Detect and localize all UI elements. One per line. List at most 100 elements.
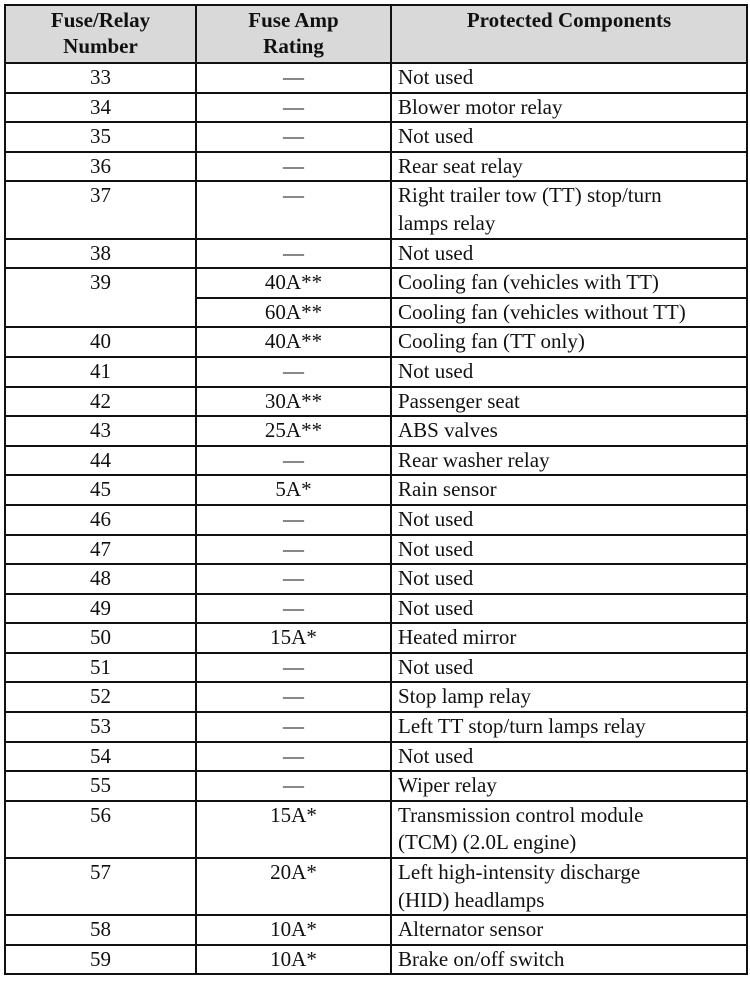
- amp-rating-cell: —: [195, 770, 392, 802]
- amp-rating-cell: —: [195, 150, 392, 183]
- component-text-line: (HID) headlamps: [398, 887, 545, 912]
- fuse-number-cell: 36: [4, 150, 197, 183]
- component-text-line: Transmission control module: [398, 802, 644, 827]
- protected-components-cell: Rear washer relay: [390, 444, 748, 477]
- amp-rating-cell: —: [195, 592, 392, 625]
- table-row: 59 10A* Brake on/off switch: [4, 943, 748, 976]
- table-row: 51— Not used: [4, 651, 748, 684]
- protected-components-cell: ABS valves: [390, 415, 748, 447]
- fuse-relay-table: Fuse/Relay Number Fuse Amp Rating Protec…: [4, 4, 748, 976]
- component-text-line: Left high-intensity discharge: [398, 860, 641, 885]
- amp-rating-cell: —: [195, 355, 392, 388]
- fuse-number-cell: 54: [4, 740, 197, 773]
- table-row: 37— Right trailer tow (TT) stop/turn lamps…: [4, 180, 748, 240]
- table-row: 54— Not used: [4, 740, 748, 773]
- component-text-line: Not used: [398, 124, 474, 149]
- protected-components-cell: Transmission control module (TCM) (2.0L e…: [390, 799, 748, 860]
- table-row: 52— Stop lamp relay: [4, 681, 748, 714]
- fuse-number-cell: 58: [4, 914, 197, 946]
- component-text-line: Not used: [398, 65, 474, 89]
- component-text-line: Stop lamp relay: [398, 684, 531, 709]
- amp-rating-cell: 10A*: [195, 943, 392, 976]
- component-text-line: Not used: [398, 536, 474, 561]
- protected-components-cell: Not used: [390, 651, 748, 684]
- amp-rating-cell: —: [195, 563, 392, 595]
- protected-components-cell: Not used: [390, 503, 748, 536]
- table-row: 55— Wiper relay: [4, 770, 748, 802]
- component-text-line: Rain sensor: [398, 477, 497, 502]
- protected-components-cell: Cooling fan (vehicles without TT): [390, 296, 748, 329]
- table-row: 60A** Cooling fan (vehicles without TT): [5, 296, 748, 329]
- amp-rating-cell: 10A*: [195, 914, 392, 946]
- amp-rating-cell: —: [195, 533, 392, 566]
- amp-rating-cell: —: [195, 62, 392, 94]
- table-row: 41— Not used: [4, 355, 748, 388]
- component-text-line: Not used: [398, 595, 474, 620]
- amp-rating-cell: —: [195, 121, 392, 153]
- component-text-line: Not used: [398, 358, 474, 383]
- fuse-number-cell: 46: [4, 503, 197, 536]
- table-row: 56 15A* Transmission control module (TCM) (…: [4, 799, 748, 860]
- amp-rating-cell: —: [195, 180, 392, 240]
- amp-rating-cell: —: [195, 91, 392, 124]
- amp-rating-cell: 40A**: [195, 267, 392, 299]
- fuse-number-cell: 51: [4, 651, 197, 684]
- amp-rating-cell: 40A**: [195, 326, 392, 358]
- protected-components-cell: Not used: [390, 740, 748, 773]
- protected-components-cell: Not used: [390, 563, 748, 595]
- table-row: 45 5A* Rain sensor: [4, 474, 748, 506]
- component-text-line: Blower motor relay: [398, 94, 563, 119]
- fuse-number-cell: 56: [4, 799, 197, 860]
- component-text-line: Rear seat relay: [398, 153, 523, 178]
- component-text-line: Right trailer tow (TT) stop/turn: [398, 183, 662, 208]
- protected-components-cell: Not used: [390, 62, 748, 94]
- header-components: Protected Components: [390, 4, 748, 64]
- fuse-number-cell: 41: [4, 355, 197, 388]
- amp-rating-cell: 20A*: [195, 857, 392, 917]
- protected-components-cell: Blower motor relay: [390, 91, 748, 124]
- component-text-line: lamps relay: [398, 210, 496, 235]
- protected-components-cell: Wiper relay: [390, 770, 748, 802]
- component-text-line: ABS valves: [398, 418, 498, 443]
- header-line: Rating: [263, 34, 324, 58]
- table-row: 49— Not used: [4, 592, 748, 625]
- protected-components-cell: Not used: [390, 121, 748, 153]
- table-row: 46— Not used: [4, 503, 748, 536]
- fuse-number-cell: 37: [4, 180, 197, 240]
- fuse-number-cell: 44: [4, 444, 197, 477]
- fuse-number-cell: 48: [4, 563, 197, 595]
- header-number: Fuse/Relay Number: [4, 4, 197, 64]
- amp-rating-cell: —: [195, 681, 392, 714]
- protected-components-cell: Not used: [390, 592, 748, 625]
- component-text-line: Passenger seat: [398, 388, 520, 413]
- amp-rating-cell: —: [195, 711, 392, 743]
- protected-components-cell: Alternator sensor: [390, 914, 748, 946]
- component-text-line: Left TT stop/turn lamps relay: [398, 714, 646, 739]
- amp-rating-cell: 25A**: [195, 415, 392, 447]
- protected-components-cell: Left high-intensity discharge (HID) headl…: [390, 857, 748, 917]
- amp-rating-cell: —: [195, 503, 392, 536]
- component-text-line: Cooling fan (vehicles with TT): [398, 270, 659, 295]
- protected-components-cell: Passenger seat: [390, 385, 748, 418]
- component-text-line: Rear washer relay: [398, 447, 550, 472]
- header-line: Fuse Amp: [248, 8, 339, 32]
- component-text-line: Not used: [398, 743, 474, 768]
- table-row: 39 40A** Cooling fan (vehicles with TT): [4, 267, 748, 329]
- component-text-line: Alternator sensor: [398, 917, 544, 942]
- protected-components-cell: Cooling fan (TT only): [390, 326, 748, 358]
- table-row: 42 30A** Passenger seat: [4, 385, 748, 418]
- component-text-line: Cooling fan (TT only): [398, 329, 585, 354]
- component-text-line: Not used: [398, 506, 474, 531]
- protected-components-cell: Stop lamp relay: [390, 681, 748, 714]
- amp-rating-cell: 15A*: [195, 799, 392, 860]
- protected-components-cell: Rain sensor: [390, 474, 748, 506]
- protected-components-cell: Rear seat relay: [390, 150, 748, 183]
- protected-components-cell: Heated mirror: [390, 622, 748, 654]
- fuse-number-cell: 47: [4, 533, 197, 566]
- amp-rating-cell: 30A**: [195, 385, 392, 418]
- table-row: 58 10A* Alternator sensor: [4, 914, 748, 946]
- fuse-number-cell: 42: [4, 385, 197, 418]
- fuse-number-cell: 52: [4, 681, 197, 714]
- fuse-number-cell: 49: [4, 592, 197, 625]
- component-text-line: Not used: [398, 654, 474, 679]
